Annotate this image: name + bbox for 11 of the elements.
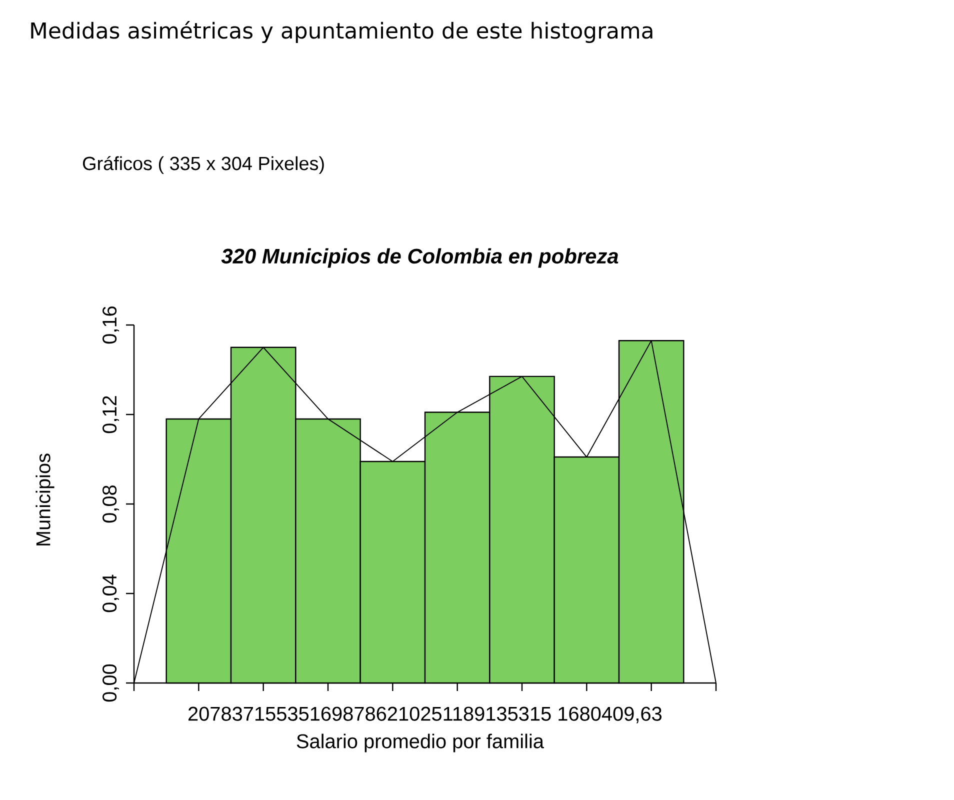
chart-title: 320 Municipios de Colombia en pobreza [221, 248, 618, 268]
y-tick-label: 0,00 [102, 664, 119, 702]
y-tick-label: 0,16 [102, 306, 119, 344]
y-axis-title: Municipios [36, 454, 54, 546]
y-tick-label: 0,12 [102, 396, 119, 434]
text: Medidas asimétricas y apuntamiento de este histograma [31, 20, 652, 44]
x-axis-title: Salario promedio por familia [296, 734, 544, 752]
text: 207837155351698786210251189135315 1680409,63 [188, 706, 662, 724]
y-tick-label: 0,08 [102, 485, 119, 523]
y-tick-label: 0,04 [102, 574, 119, 612]
text: Gráficos ( 335 x 304 Pixeles) [82, 156, 324, 174]
